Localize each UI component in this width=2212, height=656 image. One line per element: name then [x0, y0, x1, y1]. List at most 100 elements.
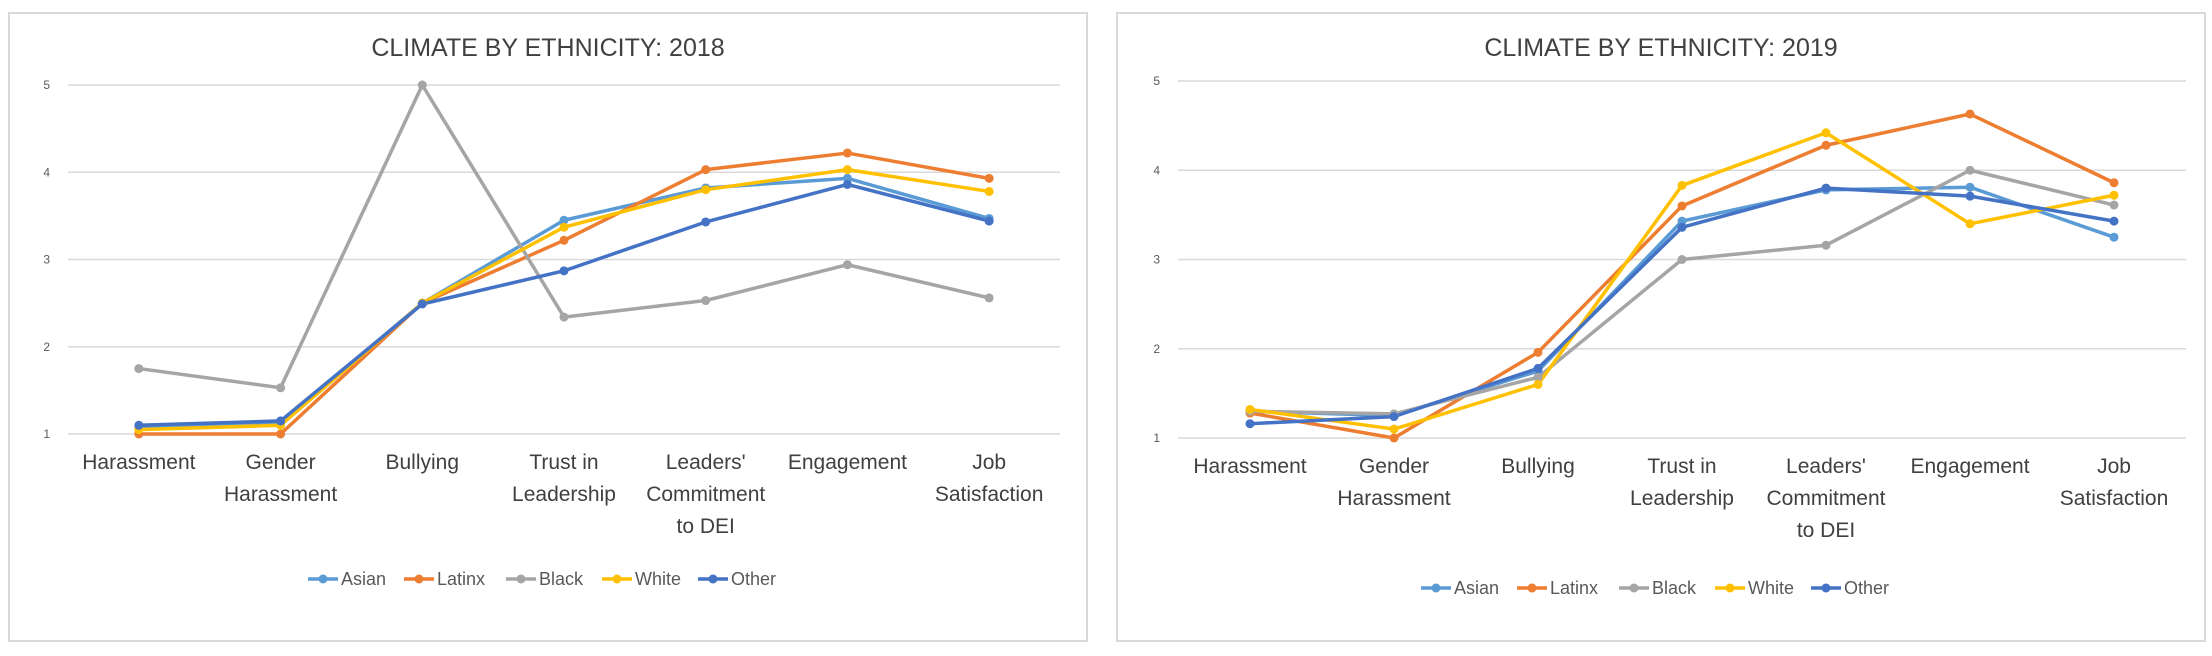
- legend-marker-other: [1821, 583, 1831, 593]
- y-tick-label: 2: [1153, 342, 1160, 356]
- data-point-asian: [2109, 232, 2119, 242]
- data-point-black: [1965, 165, 1975, 175]
- legend-item-black: Black: [1619, 578, 1697, 598]
- line-chart-2019: CLIMATE BY ETHNICITY: 2019 1 2 3 4 5 Harassmen…: [1153, 34, 2186, 598]
- x-tick-label-harassment: Harassment: [1193, 455, 1306, 478]
- data-point-other: [1677, 222, 1687, 232]
- x-tick-label-engagement: Engagement: [1910, 455, 2029, 478]
- data-point-latinx: [559, 235, 569, 245]
- y-tick-label: 4: [1153, 163, 1160, 177]
- data-point-white: [1821, 128, 1831, 138]
- data-point-latinx: [1533, 347, 1543, 357]
- data-point-other: [701, 217, 711, 227]
- legend-marker-white: [1725, 583, 1735, 593]
- y-tick-label: 2: [43, 340, 50, 354]
- data-point-white: [842, 165, 852, 175]
- data-point-latinx: [701, 165, 711, 175]
- y-tick-label: 1: [43, 427, 50, 441]
- data-point-asian: [1965, 182, 1975, 192]
- legend-item-latinx: Latinx: [404, 569, 485, 589]
- series-line-white: [137, 167, 991, 432]
- data-point-other: [2109, 216, 2119, 226]
- legend-marker-other: [708, 574, 718, 584]
- data-point-black: [701, 296, 711, 306]
- x-tick-label-trust-in-leadership: Trust in Leadership: [1630, 455, 1734, 510]
- legend-item-latinx: Latinx: [1517, 578, 1598, 598]
- data-point-white: [1533, 379, 1543, 389]
- series-line-latinx: [1248, 112, 2116, 440]
- y-tick-label: 3: [1153, 253, 1160, 267]
- x-tick-label-leaders-commitment-to-dei: Leaders' Commitment to DEI: [1766, 455, 1885, 542]
- data-point-other: [1245, 419, 1255, 429]
- x-tick-label-trust-in-leadership: Trust in Leadership: [512, 451, 616, 506]
- legend-label-other: Other: [1844, 578, 1889, 598]
- legend-marker-latinx: [1527, 583, 1537, 593]
- data-point-white: [1677, 180, 1687, 190]
- data-point-other: [1821, 183, 1831, 193]
- x-tick-label-bullying: Bullying: [1501, 455, 1575, 478]
- chart-panel-2018: CLIMATE BY ETHNICITY: 2018 1 2 3 4 5 Harassmen…: [8, 12, 1088, 642]
- legend-item-black: Black: [506, 569, 584, 589]
- data-point-black: [559, 312, 569, 322]
- data-point-black: [1533, 372, 1543, 382]
- legend-label-white: White: [635, 569, 681, 589]
- series-line-asian: [137, 176, 991, 429]
- data-point-latinx: [2109, 178, 2119, 188]
- data-point-asian: [559, 215, 569, 225]
- data-point-other: [134, 420, 144, 430]
- data-point-other: [1965, 191, 1975, 201]
- legend-label-white: White: [1748, 578, 1794, 598]
- data-point-other: [984, 216, 994, 226]
- x-tick-label-leaders-commitment-to-dei: Leaders' Commitment to DEI: [646, 451, 765, 538]
- legend-label-asian: Asian: [341, 569, 386, 589]
- x-tick-label-gender-harassment: Gender Harassment: [1337, 455, 1450, 510]
- y-tick-label: 1: [1153, 431, 1160, 445]
- data-point-white: [1389, 424, 1399, 434]
- data-point-white: [1245, 404, 1255, 414]
- legend-marker-asian: [1431, 583, 1441, 593]
- x-tick-label-engagement: Engagement: [788, 451, 907, 474]
- data-point-other: [1533, 363, 1543, 373]
- y-tick-label: 3: [43, 253, 50, 267]
- chart-panel-2019: CLIMATE BY ETHNICITY: 2019 1 2 3 4 5 Harassmen…: [1116, 12, 2206, 642]
- legend-item-white: White: [602, 569, 681, 589]
- data-point-other: [1389, 412, 1399, 422]
- data-point-white: [984, 186, 994, 196]
- data-point-latinx: [1821, 140, 1831, 150]
- y-tick-label: 5: [43, 78, 50, 92]
- data-point-white: [559, 222, 569, 232]
- legend-marker-asian: [318, 574, 328, 584]
- legend-label-black: Black: [1652, 578, 1697, 598]
- data-point-other: [276, 416, 286, 426]
- data-point-latinx: [1965, 109, 1975, 119]
- legend-item-other: Other: [1811, 578, 1889, 598]
- x-tick-label-bullying: Bullying: [386, 451, 460, 474]
- legend-label-asian: Asian: [1454, 578, 1499, 598]
- legend-marker-black: [1629, 583, 1639, 593]
- x-tick-label-harassment: Harassment: [82, 451, 195, 474]
- legend-item-other: Other: [698, 569, 776, 589]
- data-point-white: [701, 185, 711, 195]
- x-tick-label-job-satisfaction: Job Satisfaction: [935, 451, 1044, 506]
- legend-marker-latinx: [414, 574, 424, 584]
- y-tick-label: 5: [1153, 74, 1160, 88]
- data-point-other: [842, 179, 852, 189]
- data-point-white: [2109, 190, 2119, 200]
- chart-title: CLIMATE BY ETHNICITY: 2019: [1484, 34, 1837, 62]
- legend-item-asian: Asian: [1421, 578, 1499, 598]
- data-point-asian: [1677, 216, 1687, 226]
- data-point-black: [984, 293, 994, 303]
- data-point-black: [134, 364, 144, 374]
- legend-label-other: Other: [731, 569, 776, 589]
- y-tick-label: 4: [43, 165, 50, 179]
- data-point-other: [559, 266, 569, 276]
- data-point-latinx: [984, 173, 994, 183]
- chart-title: CLIMATE BY ETHNICITY: 2018: [371, 34, 724, 62]
- data-point-black: [417, 80, 427, 90]
- series-line-latinx: [137, 151, 991, 436]
- line-chart-2018: CLIMATE BY ETHNICITY: 2018 1 2 3 4 5 Harassmen…: [43, 34, 1060, 589]
- legend-item-white: White: [1715, 578, 1794, 598]
- x-tick-label-gender-harassment: Gender Harassment: [224, 451, 337, 506]
- data-point-black: [2109, 200, 2119, 210]
- data-point-latinx: [1389, 433, 1399, 443]
